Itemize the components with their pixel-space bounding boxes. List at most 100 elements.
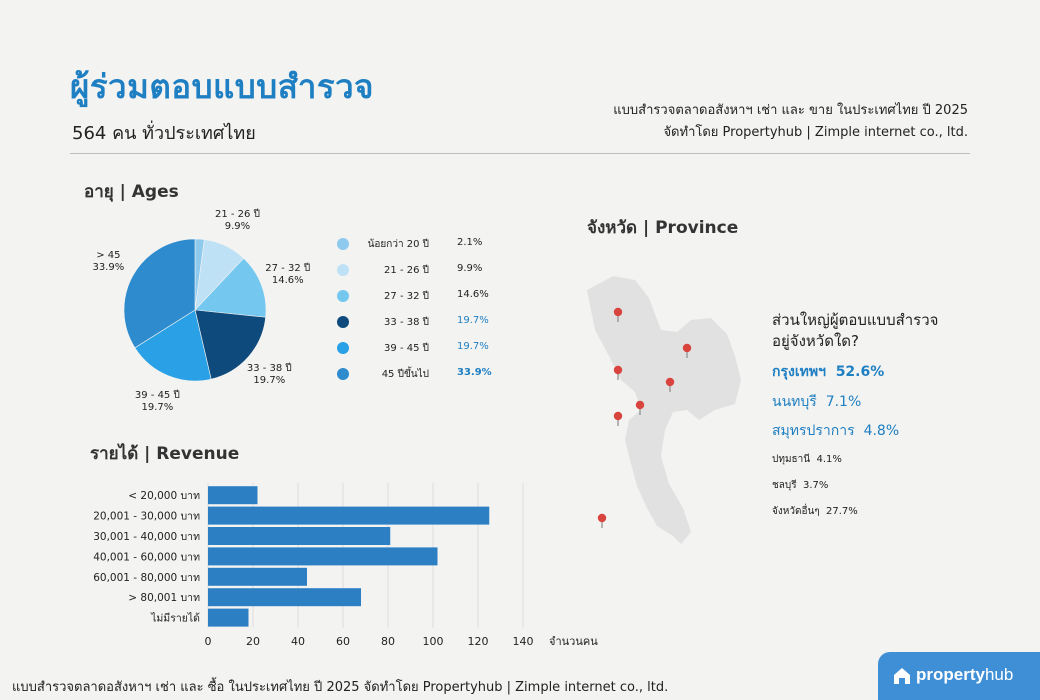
legend-swatch-5 bbox=[337, 368, 349, 380]
pie-label-5-value: 33.9% bbox=[92, 262, 125, 274]
province-top-1: กรุงเทพฯ 52.6% bbox=[772, 362, 938, 392]
legend-item-1: 21 - 26 ปี 9.9% bbox=[335, 262, 510, 278]
legend-item-2: 27 - 32 ปี 14.6% bbox=[335, 288, 510, 304]
legend-value-2: 14.6% bbox=[457, 289, 489, 300]
thailand-shape bbox=[587, 276, 741, 544]
province-top-2: นนทบุรี 7.1% bbox=[772, 392, 938, 421]
category-label-4: 60,001 - 80,000 บาท bbox=[93, 572, 200, 584]
header-credit-line-2: จัดทำโดย Propertyhub | Zimple internet c… bbox=[663, 125, 968, 140]
province-other-3-value: 27.7% bbox=[826, 506, 858, 517]
category-label-6: ไม่มีรายได้ bbox=[150, 612, 200, 625]
pie-label-4-category: 39 - 45 ปี bbox=[134, 389, 180, 401]
legend-value-0: 2.1% bbox=[457, 237, 483, 248]
legend-swatch-4 bbox=[337, 342, 349, 354]
ages-section-title: อายุ | Ages bbox=[84, 182, 179, 202]
x-tick-label-1: 20 bbox=[246, 635, 260, 648]
category-label-3: 40,001 - 60,000 บาท bbox=[93, 551, 200, 563]
legend-label-0: น้อยกว่า 20 ปี bbox=[367, 239, 429, 250]
logo-text: propertyhub bbox=[916, 665, 1013, 685]
legend-label-3: 33 - 38 ปี bbox=[384, 317, 429, 328]
pie-label-3-value: 19.7% bbox=[253, 375, 286, 387]
legend-item-3: 33 - 38 ปี 19.7% bbox=[335, 314, 510, 330]
x-tick-label-5: 100 bbox=[423, 635, 444, 648]
revenue-bar-1 bbox=[208, 506, 490, 525]
pie-slice-5 bbox=[123, 238, 196, 349]
province-other-1-value: 4.1% bbox=[816, 454, 842, 465]
revenue-bar-4 bbox=[208, 567, 307, 586]
province-other-1-name: ปทุมธานี bbox=[772, 454, 811, 465]
pie-label-2: 27 - 32 ปี 14.6% bbox=[258, 263, 318, 287]
province-other-2: ชลบุรี 3.7% bbox=[772, 475, 938, 501]
category-label-2: 30,001 - 40,000 บาท bbox=[93, 531, 200, 543]
province-other-1: ปทุมธานี 4.1% bbox=[772, 449, 938, 475]
pie-label-2-value: 14.6% bbox=[271, 275, 304, 287]
legend-swatch-0 bbox=[337, 238, 349, 250]
x-tick-label-7: 140 bbox=[513, 635, 534, 648]
legend-value-3: 19.7% bbox=[457, 315, 489, 326]
x-tick-label-4: 80 bbox=[381, 635, 395, 648]
revenue-bar-3 bbox=[208, 547, 438, 566]
pie-label-4-value: 19.7% bbox=[141, 401, 174, 413]
revenue-section-title: รายได้ | Revenue bbox=[90, 444, 240, 464]
revenue-bar-2 bbox=[208, 527, 391, 545]
header-credit-line-1: แบบสำรวจตลาดอสังหาฯ เช่า และ ขาย ในประเท… bbox=[613, 103, 968, 118]
revenue-bar-chart: 0 20 40 60 80 100 120 140 < 20,000 บาท 20,001 - 3… bbox=[93, 483, 598, 648]
province-top-3: สมุทรปราการ 4.8% bbox=[772, 421, 938, 449]
pie-label-5-category: > 45 bbox=[96, 250, 121, 262]
province-question-line-2: อยู่จังหวัดใด? bbox=[772, 332, 859, 350]
footer-credits: แบบสำรวจตลาดอสังหาฯ เช่า และ ซื้อ ในประเ… bbox=[12, 680, 669, 695]
legend-swatch-1 bbox=[337, 264, 349, 276]
legend-item-0: น้อยกว่า 20 ปี 2.1% bbox=[335, 236, 510, 252]
province-top-2-value: 7.1% bbox=[825, 394, 862, 410]
x-tick-label-3: 60 bbox=[336, 635, 350, 648]
legend-label-2: 27 - 32 ปี bbox=[384, 291, 429, 302]
pie-label-1: 21 - 26 ปี 9.9% bbox=[207, 209, 267, 233]
province-other-3: จังหวัดอื่นๆ 27.7% bbox=[772, 501, 938, 522]
pie-label-1-value: 9.9% bbox=[224, 220, 251, 232]
revenue-bar-0 bbox=[208, 486, 258, 505]
logo-text-suffix: hub bbox=[984, 665, 1014, 684]
pie-label-1-category: 21 - 26 ปี bbox=[214, 208, 260, 220]
map-pin-icon-4 bbox=[635, 400, 645, 410]
thailand-map bbox=[587, 276, 741, 544]
x-tick-label-0: 0 bbox=[205, 635, 212, 648]
pie-slice-3 bbox=[194, 309, 266, 380]
province-section-title: จังหวัด | Province bbox=[587, 218, 739, 238]
map-pin-icon-0 bbox=[613, 307, 623, 317]
propertyhub-logo[interactable]: propertyhub bbox=[878, 652, 1040, 700]
page-subtitle: 564 คน ทั่วประเทศไทย bbox=[72, 123, 256, 144]
page-title: ผู้ร่วมตอบแบบสำรวจ bbox=[70, 67, 374, 106]
header-divider bbox=[70, 153, 970, 154]
legend-label-4: 39 - 45 ปี bbox=[384, 343, 429, 354]
revenue-bar-5 bbox=[208, 588, 361, 607]
map-pin-icon-3 bbox=[665, 377, 675, 387]
legend-item-5: 45 ปีขึ้นไป 33.9% bbox=[335, 366, 510, 382]
pie-label-3: 33 - 38 ปี 19.7% bbox=[239, 363, 299, 387]
category-label-1: 20,001 - 30,000 บาท bbox=[93, 511, 200, 523]
map-pin-icon-6 bbox=[597, 513, 607, 523]
province-top-2-name: นนทบุรี bbox=[772, 394, 817, 410]
ages-pie-chart bbox=[123, 238, 267, 382]
pie-label-3-category: 33 - 38 ปี bbox=[246, 363, 292, 375]
province-top-3-value: 4.8% bbox=[863, 423, 900, 439]
legend-swatch-3 bbox=[337, 316, 349, 328]
province-other-2-value: 3.7% bbox=[803, 480, 829, 491]
province-top-1-name: กรุงเทพฯ bbox=[772, 364, 826, 380]
map-pin-icon-1 bbox=[682, 343, 692, 353]
pie-slice-2 bbox=[194, 257, 267, 318]
map-pin-icon-5 bbox=[613, 411, 623, 421]
x-tick-label-2: 40 bbox=[291, 635, 305, 648]
category-label-0: < 20,000 บาท bbox=[128, 490, 200, 502]
legend-value-5: 33.9% bbox=[457, 367, 492, 378]
pie-label-2-category: 27 - 32 ปี bbox=[265, 263, 311, 275]
category-label-5: > 80,001 บาท bbox=[128, 592, 200, 604]
province-other-2-name: ชลบุรี bbox=[772, 480, 797, 491]
logo-text-prefix: property bbox=[916, 665, 985, 684]
legend-label-5: 45 ปีขึ้นไป bbox=[381, 369, 429, 380]
legend-swatch-2 bbox=[337, 290, 349, 302]
pie-label-5: > 45 33.9% bbox=[78, 250, 138, 274]
province-question-line-1: ส่วนใหญ่ผู้ตอบแบบสำรวจ bbox=[772, 311, 939, 329]
legend-item-4: 39 - 45 ปี 19.7% bbox=[335, 340, 510, 356]
province-other-3-name: จังหวัดอื่นๆ bbox=[772, 506, 820, 517]
header-credits: แบบสำรวจตลาดอสังหาฯ เช่า และ ขาย ในประเท… bbox=[613, 100, 968, 144]
